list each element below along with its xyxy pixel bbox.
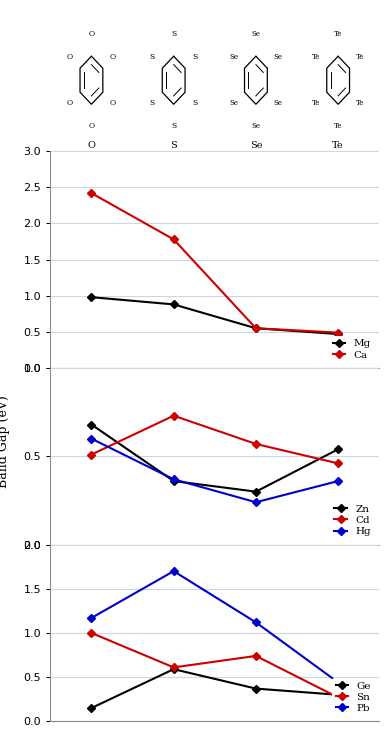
Text: O: O	[87, 141, 95, 150]
Text: Se: Se	[252, 30, 260, 38]
Text: O: O	[88, 30, 94, 38]
Text: Se: Se	[229, 53, 239, 61]
Text: O: O	[110, 99, 116, 107]
Zn	[89, 420, 94, 429]
Text: Te: Te	[334, 122, 342, 130]
Ge	[253, 684, 258, 693]
Legend: Zn, Cd, Hg: Zn, Cd, Hg	[331, 501, 374, 539]
Line: Ge: Ge	[89, 666, 341, 711]
Text: Band Gap (eV): Band Gap (eV)	[0, 395, 10, 488]
Text: O: O	[88, 122, 94, 130]
Text: Te: Te	[312, 53, 320, 61]
Ge	[336, 690, 341, 699]
Ca	[336, 328, 341, 337]
Text: Te: Te	[356, 99, 364, 107]
Line: Hg: Hg	[89, 436, 341, 505]
Pb	[171, 567, 176, 576]
Sn	[336, 693, 341, 702]
Ge	[89, 704, 94, 712]
Zn	[336, 445, 341, 453]
Text: S: S	[149, 99, 154, 107]
Ca	[89, 188, 94, 197]
Legend: Mg, Ca: Mg, Ca	[330, 336, 374, 363]
Sn	[253, 651, 258, 660]
Hg	[89, 434, 94, 443]
Text: Te: Te	[356, 53, 364, 61]
Text: Te: Te	[334, 30, 342, 38]
Line: Zn: Zn	[89, 422, 341, 495]
Pb	[336, 678, 341, 687]
Ca	[253, 324, 258, 333]
Text: Te: Te	[332, 141, 344, 150]
Mg	[89, 293, 94, 302]
Cd	[336, 459, 341, 468]
Text: O: O	[67, 53, 73, 61]
Text: Se: Se	[252, 122, 260, 130]
Line: Mg: Mg	[89, 294, 341, 337]
Text: Se: Se	[273, 53, 282, 61]
Cd	[253, 439, 258, 448]
Text: O: O	[110, 53, 116, 61]
Zn	[253, 487, 258, 496]
Ca	[171, 235, 176, 244]
Mg	[336, 330, 341, 339]
Pb	[253, 618, 258, 627]
Ge	[171, 665, 176, 673]
Text: S: S	[170, 141, 177, 150]
Sn	[89, 629, 94, 637]
Cd	[89, 450, 94, 459]
Text: Se: Se	[250, 141, 262, 150]
Text: S: S	[193, 99, 198, 107]
Zn	[171, 477, 176, 486]
Text: Te: Te	[312, 99, 320, 107]
Line: Ca: Ca	[89, 191, 341, 336]
Text: S: S	[171, 122, 176, 130]
Text: Se: Se	[273, 99, 282, 107]
Line: Pb: Pb	[89, 568, 341, 685]
Hg	[171, 475, 176, 484]
Text: Se: Se	[229, 99, 239, 107]
Hg	[253, 498, 258, 506]
Text: O: O	[67, 99, 73, 107]
Sn	[171, 663, 176, 672]
Text: S: S	[149, 53, 154, 61]
Mg	[253, 324, 258, 333]
Text: S: S	[193, 53, 198, 61]
Line: Cd: Cd	[89, 413, 341, 466]
Cd	[171, 411, 176, 420]
Legend: Ge, Sn, Pb: Ge, Sn, Pb	[332, 678, 374, 716]
Hg	[336, 477, 341, 486]
Mg	[171, 300, 176, 309]
Text: S: S	[171, 30, 176, 38]
Line: Sn: Sn	[89, 630, 341, 700]
Pb	[89, 614, 94, 623]
